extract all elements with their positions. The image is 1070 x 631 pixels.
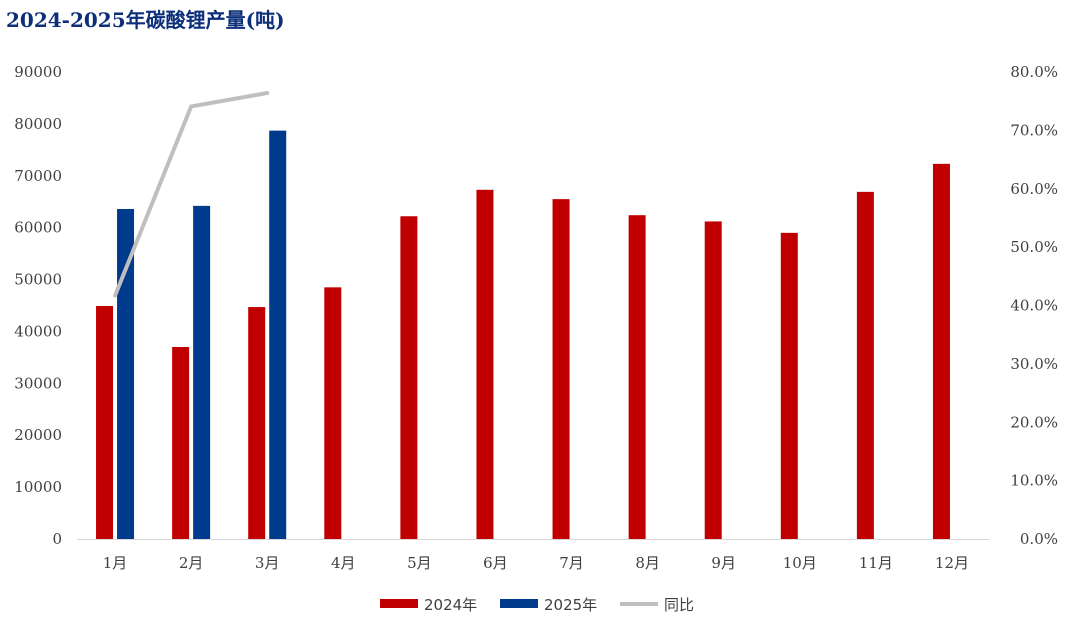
right-axis-tick-label: 40.0% xyxy=(1010,297,1058,315)
x-axis-tick-label: 10月 xyxy=(783,554,817,572)
left-axis-tick-label: 90000 xyxy=(14,63,62,81)
right-axis-tick-label: 70.0% xyxy=(1010,121,1058,139)
bar-2024年 xyxy=(704,221,722,539)
left-axis-tick-label: 30000 xyxy=(14,374,62,392)
chart-title: 2024-2025年碳酸锂产量(吨) xyxy=(6,8,285,32)
x-axis-tick-label: 9月 xyxy=(711,554,736,572)
legend-swatch xyxy=(500,599,538,608)
legend-swatch xyxy=(380,599,418,608)
bar-2024年 xyxy=(476,189,494,539)
left-axis-tick-label: 70000 xyxy=(14,167,62,185)
x-axis-tick-label: 11月 xyxy=(859,554,893,572)
bar-2024年 xyxy=(324,287,342,539)
bar-2024年 xyxy=(96,306,114,539)
x-axis-tick-label: 7月 xyxy=(559,554,584,572)
bar-2024年 xyxy=(400,216,418,540)
left-axis-ticks: 0 10000 20000 30000 40000 50000 60000 70000 8000… xyxy=(14,63,62,548)
right-axis-tick-label: 80.0% xyxy=(1010,63,1058,81)
bar-2024年 xyxy=(932,163,950,540)
plot-area xyxy=(77,91,990,540)
left-axis-tick-label: 80000 xyxy=(14,115,62,133)
legend-label: 同比 xyxy=(664,596,694,614)
bar-2024年 xyxy=(172,347,190,539)
legend-label: 2024年 xyxy=(424,596,477,614)
bar-2025年 xyxy=(193,205,211,539)
legend-item: 2024年 xyxy=(380,596,477,614)
x-axis-tick-label: 3月 xyxy=(255,554,280,572)
left-axis-tick-label: 60000 xyxy=(14,219,62,237)
bar-2024年 xyxy=(248,307,266,539)
bar-2024年 xyxy=(552,199,570,539)
right-axis-tick-label: 60.0% xyxy=(1010,180,1058,198)
line-同比 xyxy=(113,91,270,298)
x-axis-ticks: 1月 2月 3月 4月 5月 6月 7月 8月 9月 10月 11月 12月 xyxy=(103,554,969,572)
legend: 2024年 2025年 同比 xyxy=(380,596,694,614)
bar-2024年 xyxy=(628,215,646,540)
right-axis-tick-label: 50.0% xyxy=(1010,238,1058,256)
left-axis-tick-label: 50000 xyxy=(14,271,62,289)
right-axis-tick-label: 0.0% xyxy=(1020,530,1058,548)
left-axis-tick-label: 0 xyxy=(52,530,62,548)
right-axis-tick-label: 20.0% xyxy=(1010,413,1058,431)
left-axis-tick-label: 40000 xyxy=(14,322,62,340)
x-axis-tick-label: 5月 xyxy=(407,554,432,572)
x-axis-tick-label: 2月 xyxy=(179,554,204,572)
legend-item: 2025年 xyxy=(500,596,597,614)
left-axis-tick-label: 20000 xyxy=(14,426,62,444)
legend-label: 2025年 xyxy=(544,596,597,614)
x-axis-tick-label: 6月 xyxy=(483,554,508,572)
left-axis-tick-label: 10000 xyxy=(14,478,62,496)
x-axis-tick-label: 8月 xyxy=(635,554,660,572)
bar-2025年 xyxy=(269,130,287,539)
bar-2024年 xyxy=(856,191,874,539)
right-axis-ticks: 0.0% 10.0% 20.0% 30.0% 40.0% 50.0% 60.0% 70.0% 8… xyxy=(1010,63,1058,548)
x-axis-tick-label: 12月 xyxy=(935,554,969,572)
x-axis-tick-label: 4月 xyxy=(331,554,356,572)
bar-2025年 xyxy=(117,208,135,539)
bar-2024年 xyxy=(780,232,798,539)
legend-item: 同比 xyxy=(620,596,694,614)
x-axis-tick-label: 1月 xyxy=(103,554,128,572)
right-axis-tick-label: 30.0% xyxy=(1010,355,1058,373)
right-axis-tick-label: 10.0% xyxy=(1010,472,1058,490)
